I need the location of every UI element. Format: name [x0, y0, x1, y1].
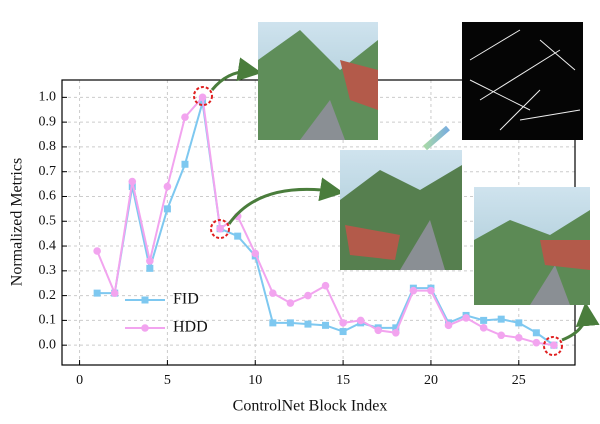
highlight — [210, 219, 230, 239]
data-point — [427, 286, 435, 295]
data-point — [444, 321, 453, 330]
x-tick-label: 0 — [76, 373, 83, 388]
data-point — [93, 247, 101, 255]
legend-marker — [141, 324, 149, 332]
data-point — [339, 319, 347, 327]
data-point — [128, 177, 137, 186]
highlight — [543, 336, 563, 356]
data-point — [304, 291, 312, 300]
legend-marker — [141, 296, 149, 304]
y-tick-label: 0.4 — [39, 238, 57, 253]
data-point — [181, 113, 189, 121]
data-point — [146, 257, 154, 265]
double-arrow — [423, 125, 450, 151]
arrow — [227, 177, 344, 225]
data-point — [532, 338, 541, 347]
y-tick-label: 0.3 — [39, 263, 57, 278]
y-tick-label: 0.7 — [39, 164, 57, 179]
data-point — [409, 286, 418, 295]
image-inset — [340, 150, 462, 270]
decorations — [193, 57, 600, 356]
x-tick-label: 20 — [424, 373, 438, 388]
y-axis-label: Normalized Metrics — [9, 158, 26, 286]
data-point — [462, 314, 470, 322]
x-tick-label: 10 — [248, 373, 262, 388]
y-tick-label: 1.0 — [39, 90, 57, 105]
data-point — [392, 328, 400, 337]
data-point — [163, 182, 172, 191]
data-point — [146, 264, 154, 272]
y-tick-label: 0.0 — [39, 337, 57, 352]
data-point — [480, 316, 488, 324]
data-point — [304, 320, 312, 328]
x-axis-label: ControlNet Block Index — [233, 398, 388, 415]
highlight — [193, 86, 213, 106]
data-point — [181, 160, 189, 168]
data-point — [216, 224, 224, 233]
data-point — [269, 319, 277, 327]
data-point — [515, 319, 523, 327]
legend-label: FID — [173, 291, 199, 308]
x-tick-label: 5 — [164, 373, 171, 388]
x-tick-label: 25 — [512, 373, 526, 388]
data-point — [550, 341, 558, 349]
arrow — [210, 57, 262, 91]
data-point — [269, 289, 277, 297]
data-point — [479, 324, 488, 332]
y-tick-label: 0.1 — [39, 313, 57, 328]
data-point — [198, 93, 207, 102]
data-point — [286, 299, 295, 307]
legend-label: HDD — [173, 319, 208, 336]
y-tick-label: 0.2 — [39, 288, 57, 303]
data-point — [93, 289, 101, 297]
data-point — [392, 324, 400, 332]
y-tick-label: 0.9 — [39, 114, 57, 129]
data-point — [163, 205, 171, 213]
data-point — [497, 331, 506, 340]
data-point — [339, 328, 347, 336]
y-tick-label: 0.8 — [39, 139, 57, 154]
data-point — [234, 232, 242, 240]
data-point — [251, 249, 260, 258]
y-tick-label: 0.6 — [39, 189, 57, 204]
x-tick-label: 15 — [336, 373, 350, 388]
data-point — [514, 333, 523, 342]
data-point — [497, 315, 505, 323]
data-point — [110, 289, 119, 297]
data-point — [286, 319, 294, 327]
data-point — [322, 321, 330, 329]
arrow — [561, 302, 600, 342]
y-tick-label: 0.5 — [39, 213, 57, 228]
image-inset — [258, 22, 378, 140]
image-inset — [474, 187, 590, 305]
data-point — [532, 329, 540, 337]
data-point — [374, 326, 383, 335]
edge-map-inset — [462, 22, 583, 140]
data-point — [321, 281, 330, 290]
data-point — [356, 316, 365, 325]
